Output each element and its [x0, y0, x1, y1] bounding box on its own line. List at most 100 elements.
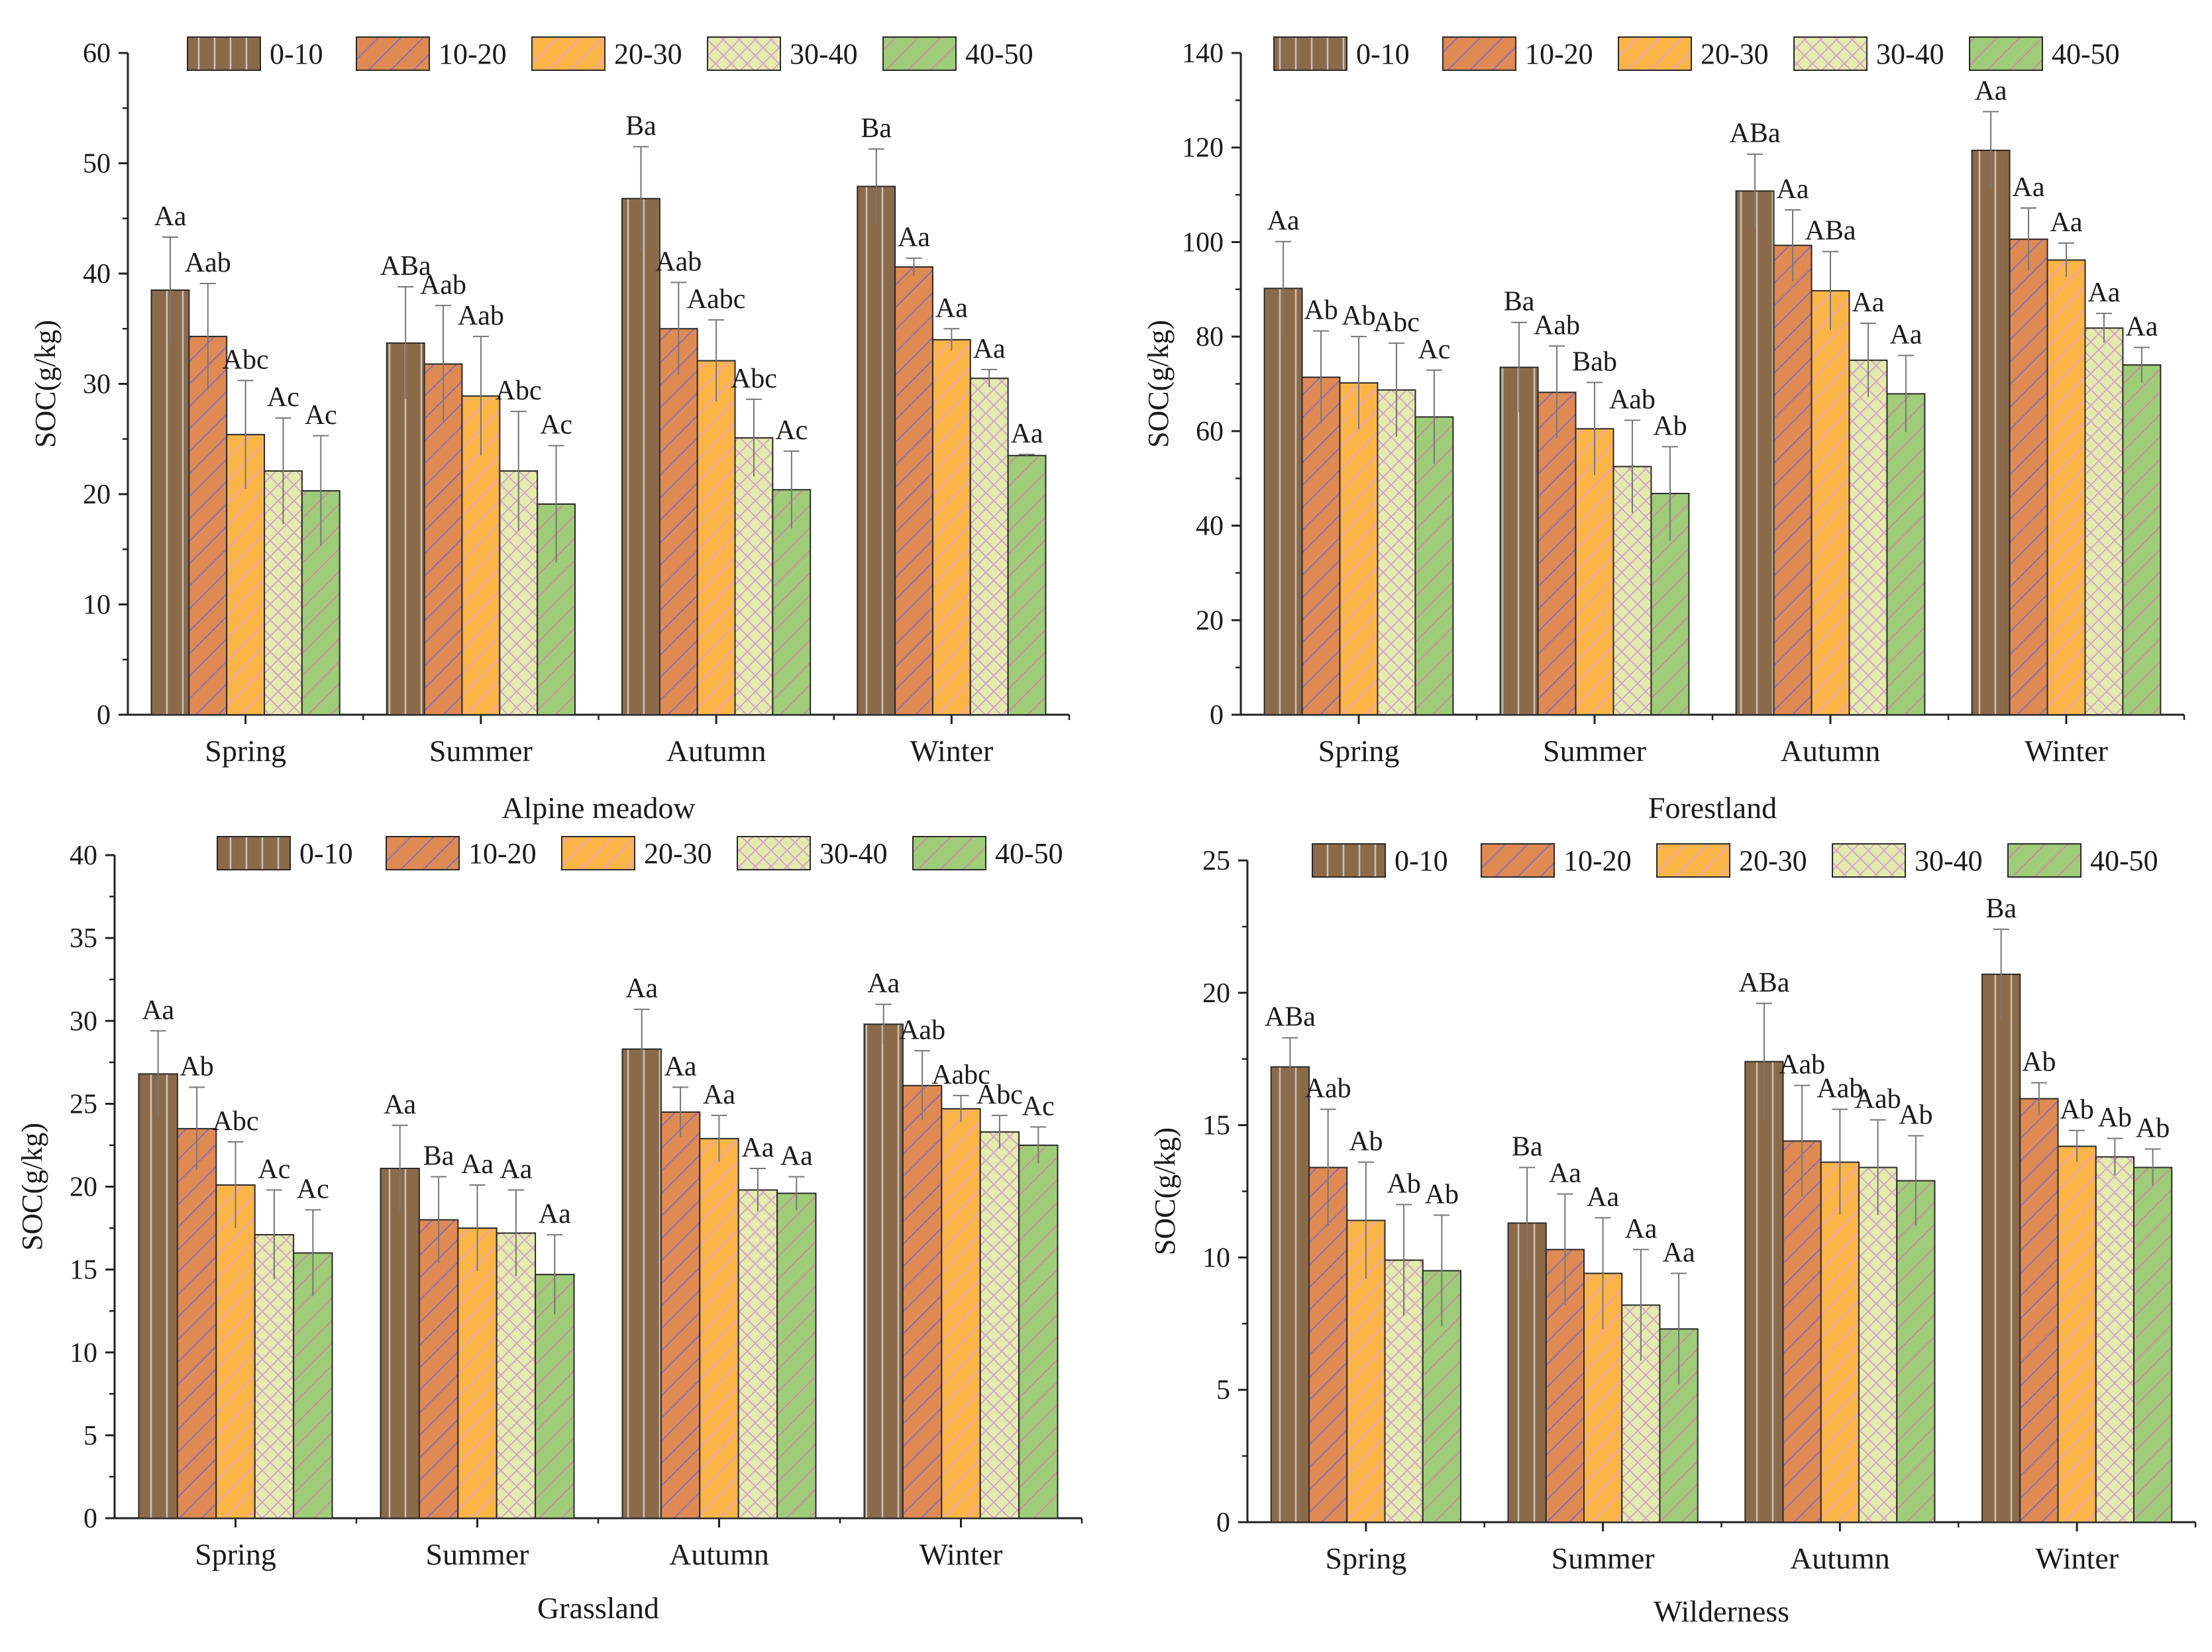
sig-label-autumn-40-50: Aa — [1889, 320, 1922, 350]
sig-label-winter-40-50: Aa — [1011, 419, 1043, 449]
sig-label-autumn-40-50: Aa — [780, 1141, 813, 1171]
chart-panel-alpine-meadow: 0 10 20 30 40 50 60 SOC(g/kg) Alpine meadow Sprin… — [29, 36, 1071, 825]
bar-winter-30-40 — [2095, 1156, 2134, 1523]
x-tick-label-spring: Spring — [195, 1537, 276, 1571]
y-tick-label: 60 — [83, 38, 111, 69]
y-tick-label: 15 — [70, 1255, 97, 1286]
sig-label-autumn-0-10: ABa — [1738, 968, 1789, 998]
x-tick-label-autumn: Autumn — [1781, 734, 1881, 768]
sig-label-summer-0-10: Ba — [1504, 287, 1535, 317]
sig-label-autumn-40-50: Ab — [1899, 1100, 1932, 1131]
bar-autumn-10-20 — [1773, 244, 1813, 715]
bar-spring-10-20 — [1308, 1166, 1348, 1523]
legend-label-10-20: 10-20 — [439, 38, 507, 70]
y-tick-label: 10 — [1202, 1243, 1230, 1273]
bar-autumn-20-30 — [1811, 289, 1850, 715]
legend-label-20-30: 20-30 — [1701, 38, 1769, 70]
sig-label-summer-20-30: Aa — [1587, 1182, 1619, 1212]
legend-label-30-40: 30-40 — [1915, 845, 1983, 877]
legend-label-30-40: 30-40 — [790, 38, 858, 70]
bar-spring-30-40 — [1377, 389, 1416, 715]
legend-swatch-0-10 — [1312, 843, 1386, 878]
sig-label-summer-20-30: Aa — [461, 1149, 494, 1180]
sig-label-summer-10-20: Ba — [423, 1141, 454, 1171]
bar-autumn-40-50 — [776, 1192, 817, 1519]
bar-spring-10-20 — [1301, 376, 1341, 715]
bar-autumn-30-40 — [734, 437, 774, 716]
sig-label-summer-20-30: Aab — [458, 301, 504, 331]
sig-label-autumn-20-30: Aabc — [687, 284, 746, 315]
legend-label-0-10: 0-10 — [299, 837, 353, 870]
sig-label-spring-0-10: Aa — [142, 995, 174, 1025]
x-tick-label-spring: Spring — [1326, 1541, 1407, 1575]
sig-label-spring-40-50: Ab — [1425, 1179, 1459, 1210]
sig-label-winter-40-50: Ac — [1022, 1091, 1055, 1121]
bar-spring-20-30 — [1339, 382, 1379, 716]
legend-swatch-30-40 — [1832, 843, 1906, 878]
y-tick-label: 10 — [70, 1338, 97, 1368]
legend-label-0-10: 0-10 — [1356, 38, 1410, 70]
bar-autumn-20-30 — [1820, 1161, 1860, 1523]
panel-title: Grassland — [537, 1591, 659, 1625]
legend-swatch-20-30 — [561, 836, 635, 870]
bar-summer-0-10 — [380, 1167, 420, 1520]
sig-label-spring-40-50: Ac — [297, 1174, 329, 1205]
legend-swatch-10-20 — [1442, 36, 1516, 71]
y-axis-title: SOC(g/kg) — [1149, 1127, 1181, 1255]
bar-spring-0-10 — [1263, 287, 1303, 715]
legend-swatch-30-40 — [1793, 36, 1868, 71]
sig-label-summer-10-20: Aab — [420, 270, 466, 300]
x-tick-label-summer: Summer — [1543, 734, 1646, 768]
sig-label-winter-30-40: Aa — [973, 334, 1006, 364]
sig-label-spring-20-30: Ab — [1349, 1127, 1383, 1157]
sig-label-winter-20-30: Ab — [2060, 1095, 2093, 1125]
legend-swatch-10-20 — [356, 36, 430, 71]
y-axis-title: SOC(g/kg) — [1142, 320, 1175, 448]
legend-swatch-0-10 — [187, 36, 261, 71]
bar-spring-0-10 — [1270, 1066, 1310, 1523]
sig-label-spring-10-20: Ab — [180, 1051, 213, 1082]
legend: 0-10 10-20 20-30 30-40 40-50 — [187, 36, 1033, 71]
bar-winter-30-40 — [969, 378, 1009, 715]
bar-spring-30-40 — [254, 1234, 295, 1519]
bar-summer-30-40 — [496, 1232, 537, 1519]
sig-label-spring-30-40: Ac — [258, 1155, 290, 1185]
sig-label-autumn-0-10: ABa — [1730, 119, 1781, 149]
sig-label-winter-0-10: Aa — [1975, 76, 2007, 106]
sig-label-spring-0-10: Aa — [1267, 206, 1300, 236]
sig-label-winter-40-50: Aa — [2125, 312, 2158, 342]
sig-label-winter-0-10: Aa — [867, 968, 900, 999]
bar-autumn-30-40 — [737, 1189, 778, 1519]
bar-winter-30-40 — [979, 1131, 1020, 1519]
y-tick-label: 100 — [1182, 227, 1224, 258]
sig-label-spring-10-20: Aab — [1305, 1074, 1351, 1104]
x-tick-label-summer: Summer — [429, 734, 533, 768]
bar-summer-20-30 — [457, 1227, 498, 1519]
sig-label-autumn-10-20: Aa — [664, 1051, 697, 1082]
bar-spring-10-20 — [176, 1127, 217, 1519]
sig-label-winter-30-40: Aa — [2087, 278, 2120, 308]
sig-label-autumn-30-40: Aa — [741, 1133, 774, 1163]
bar-spring-0-10 — [138, 1073, 178, 1519]
legend-swatch-40-50 — [882, 36, 957, 71]
sig-label-summer-10-20: Aa — [1549, 1158, 1581, 1188]
sig-label-winter-30-40: Ab — [2098, 1103, 2132, 1133]
bar-autumn-0-10 — [621, 197, 660, 715]
legend-swatch-10-20 — [386, 836, 460, 870]
sig-label-autumn-20-30: ABa — [1805, 216, 1856, 246]
x-tick-label-winter: Winter — [910, 734, 993, 768]
y-tick-label: 25 — [1202, 846, 1230, 876]
sig-label-spring-0-10: ABa — [1265, 1002, 1316, 1033]
y-tick-label: 40 — [83, 259, 111, 289]
legend-swatch-10-20 — [1481, 843, 1555, 878]
sig-label-spring-10-20: Aab — [185, 248, 231, 278]
sig-label-autumn-40-50: Ac — [775, 415, 808, 446]
bar-winter-40-50 — [1018, 1144, 1059, 1519]
bar-summer-0-10 — [1499, 366, 1539, 715]
x-tick-label-summer: Summer — [1552, 1541, 1655, 1575]
bar-winter-20-30 — [931, 338, 971, 715]
legend-swatch-20-30 — [531, 36, 606, 71]
sig-label-spring-30-40: Ac — [267, 382, 299, 413]
panel-title: Alpine meadow — [501, 791, 696, 825]
